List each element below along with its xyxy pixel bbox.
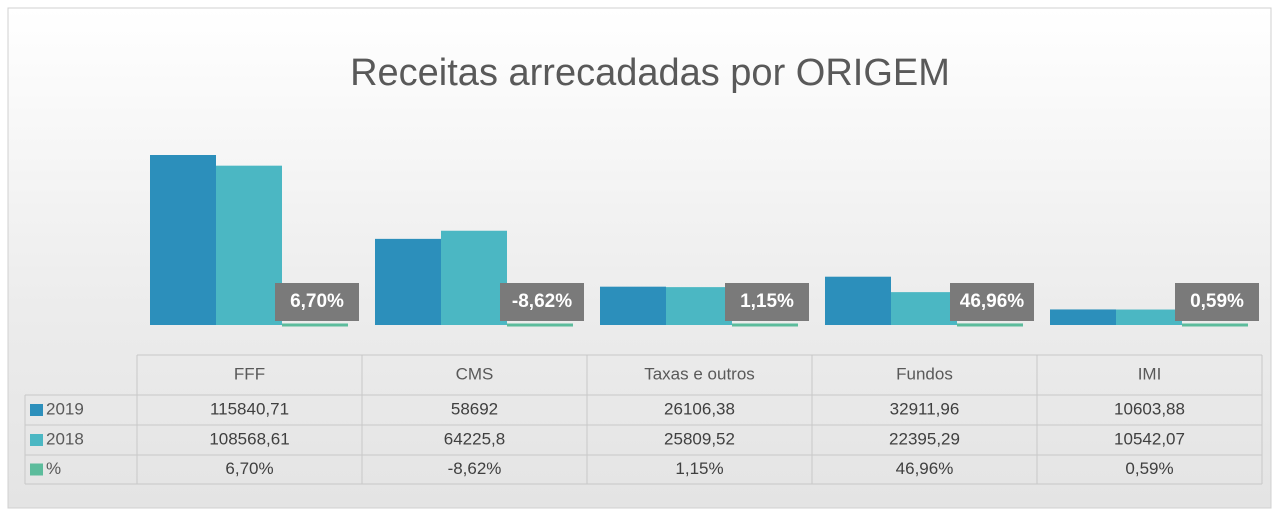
table-cell: 58692 <box>451 399 498 418</box>
x-tick-label: FFF <box>234 364 265 383</box>
table-cell: 25809,52 <box>664 429 735 448</box>
data-label-box <box>1175 283 1259 321</box>
chart-title: Receitas arrecadadas por ORIGEM <box>350 52 950 94</box>
legend-label: % <box>46 459 61 478</box>
bar <box>957 323 1023 327</box>
data-label-box <box>725 283 809 321</box>
x-tick-label: CMS <box>456 364 494 383</box>
x-tick-label: Taxas e outros <box>644 364 755 383</box>
bar <box>507 323 573 327</box>
data-label: 6,70% <box>290 291 344 312</box>
table-cell: 115840,71 <box>210 399 289 418</box>
legend-key <box>30 463 43 476</box>
legend-label: 2019 <box>46 399 84 418</box>
bar <box>1116 309 1182 325</box>
table-cell: 32911,96 <box>890 399 960 418</box>
bar <box>441 230 507 325</box>
x-tick-label: IMI <box>1138 364 1162 383</box>
legend-label: 2018 <box>46 429 84 448</box>
table-cell: 22395,29 <box>889 429 960 448</box>
x-tick-label: Fundos <box>896 364 953 383</box>
data-label-box <box>950 283 1034 321</box>
data-label: 0,59% <box>1190 291 1244 312</box>
table-cell: -8,62% <box>448 459 502 478</box>
data-label: 46,96% <box>960 291 1025 312</box>
legend-key <box>30 404 43 416</box>
table-cell: 108568,61 <box>209 429 289 448</box>
table-cell: 10542,07 <box>1114 429 1185 448</box>
table-cell: 46,96% <box>896 459 954 478</box>
bar <box>375 238 441 325</box>
bar <box>216 165 282 325</box>
table-cell: 64225,8 <box>444 429 505 448</box>
bar <box>150 155 216 325</box>
table-cell: 10603,88 <box>1114 399 1185 418</box>
table-cell: 26106,38 <box>664 399 735 418</box>
legend-key <box>30 434 43 446</box>
bar <box>666 287 732 325</box>
data-label-box <box>275 283 359 321</box>
table-cell: 1,15% <box>675 459 723 478</box>
bar <box>732 323 798 327</box>
bar <box>282 323 348 327</box>
data-label: 1,15% <box>740 291 794 312</box>
bar <box>825 276 891 325</box>
data-label: -8,62% <box>512 291 572 312</box>
bar <box>600 286 666 325</box>
bar <box>891 292 957 325</box>
table-cell: 6,70% <box>225 459 273 478</box>
bar <box>1182 323 1248 327</box>
bar <box>1050 309 1116 325</box>
data-label-box <box>500 283 584 321</box>
table-cell: 0,59% <box>1125 459 1173 478</box>
